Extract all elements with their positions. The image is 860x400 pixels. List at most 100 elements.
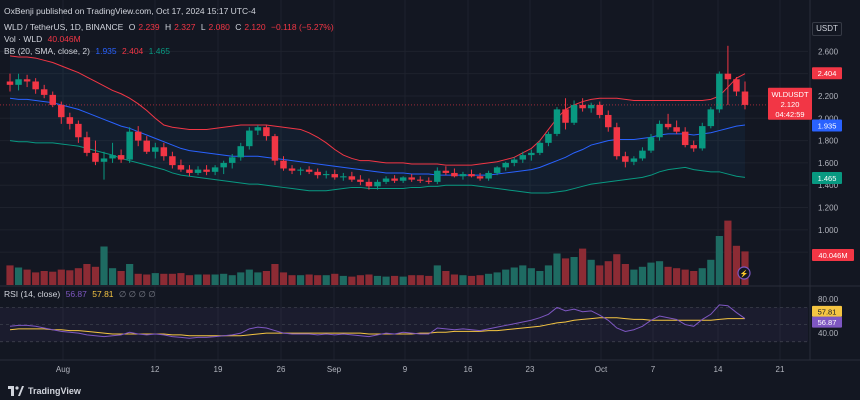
date-axis-tick: Aug <box>56 365 70 374</box>
volume-bar <box>194 274 202 285</box>
rsi-label[interactable]: RSI (14, close) <box>4 289 61 299</box>
candle-body <box>587 104 595 109</box>
candle-body <box>451 172 458 177</box>
candle-body <box>664 123 672 128</box>
volume-bar <box>211 274 219 285</box>
volume-bar <box>373 275 382 285</box>
price-label-box <box>812 171 842 184</box>
volume-bar <box>519 265 527 285</box>
candle-body <box>724 73 732 80</box>
rsi-label-text: 57.81 <box>818 307 837 316</box>
candle-body <box>553 109 561 134</box>
volume-bar <box>442 271 450 285</box>
candle-body <box>160 147 168 157</box>
volume-bar <box>168 273 176 285</box>
tradingview-logo[interactable]: TradingView <box>8 386 81 396</box>
candle-body <box>699 126 706 149</box>
candle-body <box>169 156 176 166</box>
volume-bar <box>673 268 681 285</box>
volume-bar <box>553 253 561 285</box>
volume-bar <box>604 261 612 285</box>
volume-bar <box>476 275 484 285</box>
bollinger-upper-value: 2.404 <box>122 46 144 56</box>
currency-button[interactable]: USDT <box>812 22 842 36</box>
candle-body <box>357 179 364 182</box>
candle-body <box>228 157 236 163</box>
volume-bar <box>570 257 578 285</box>
candle-body <box>263 127 270 137</box>
candle-body <box>177 165 185 170</box>
candle-body <box>622 156 629 162</box>
low-label: L <box>200 22 206 32</box>
candle-body <box>656 123 663 138</box>
candle-body <box>15 79 22 85</box>
price-label-box <box>812 67 842 80</box>
price-axis-tick: 1.000 <box>818 226 839 235</box>
candle-body <box>237 146 245 158</box>
candle-body <box>510 159 518 163</box>
attribution-line: OxBenji published on TradingView.com, Oc… <box>4 6 259 16</box>
candle-body <box>399 177 407 181</box>
volume-bar <box>314 275 322 285</box>
volume-bar <box>664 266 672 285</box>
candle-body <box>647 137 655 151</box>
date-axis-tick: 9 <box>403 365 408 374</box>
symbol-name[interactable]: WLD / TetherUS, 1D, BINANCE <box>4 22 124 32</box>
symbol-legend[interactable]: WLD / TetherUS, 1D, BINANCE O 2.239 H 2.32… <box>4 22 337 32</box>
candle-body <box>408 177 415 180</box>
volume-bar <box>100 246 108 285</box>
candle-body <box>741 91 749 105</box>
volume-bar <box>108 268 117 285</box>
candle-body <box>288 168 296 171</box>
volume-bar <box>587 259 595 285</box>
price-label-box <box>812 119 842 132</box>
rsi-axis-tick: 40.00 <box>818 329 839 338</box>
volume-bar <box>23 269 31 285</box>
candle-body <box>690 145 697 149</box>
bollinger-label[interactable]: BB (20, SMA, close, 2) <box>4 46 90 56</box>
volume-bar <box>83 264 91 285</box>
candle-body <box>442 170 450 173</box>
rsi-legend[interactable]: RSI (14, close) 56.87 57.81 ∅ ∅ ∅ ∅ <box>4 289 159 300</box>
price-label-text: 2.120 <box>781 100 800 109</box>
candle-body <box>707 109 715 127</box>
volume-bar <box>271 264 279 285</box>
volume-bar <box>40 271 48 285</box>
volume-bar <box>134 273 142 285</box>
volume-bar <box>647 262 655 285</box>
candle-body <box>562 109 569 123</box>
volume-bar <box>66 270 74 285</box>
volume-bar <box>220 273 228 285</box>
candle-body <box>58 104 65 118</box>
volume-bar <box>579 248 587 285</box>
volume-bar <box>57 269 65 285</box>
bollinger-basis-line <box>9 97 746 176</box>
volume-bar <box>151 273 159 285</box>
volume-label[interactable]: Vol · WLD <box>4 34 43 44</box>
candle-body <box>348 176 356 180</box>
volume-bar <box>485 273 493 285</box>
candle-body <box>23 79 31 82</box>
candle-body <box>297 169 304 171</box>
candle-body <box>485 172 492 179</box>
candle-body <box>502 162 509 168</box>
price-axis-tick: 1.400 <box>818 181 839 190</box>
volume-bar <box>382 276 390 285</box>
price-axis-tick: 2.600 <box>818 47 839 56</box>
volume-bar <box>356 275 364 285</box>
candle-body <box>280 160 287 169</box>
volume-bar <box>288 275 296 285</box>
rsi-label-box <box>812 316 842 328</box>
candle-body <box>434 170 441 182</box>
volume-bar <box>596 265 604 285</box>
date-axis-tick: 7 <box>651 365 656 374</box>
bollinger-legend[interactable]: BB (20, SMA, close, 2) 1.935 2.404 1.465 <box>4 46 173 56</box>
volume-bar <box>433 265 441 285</box>
volume-bar <box>296 275 305 285</box>
volume-legend[interactable]: Vol · WLD 40.046M <box>4 34 84 44</box>
volume-bar <box>202 274 211 285</box>
tradingview-logo-icon <box>8 386 24 396</box>
rsi-value: 56.87 <box>65 289 87 299</box>
candle-body <box>100 158 108 162</box>
